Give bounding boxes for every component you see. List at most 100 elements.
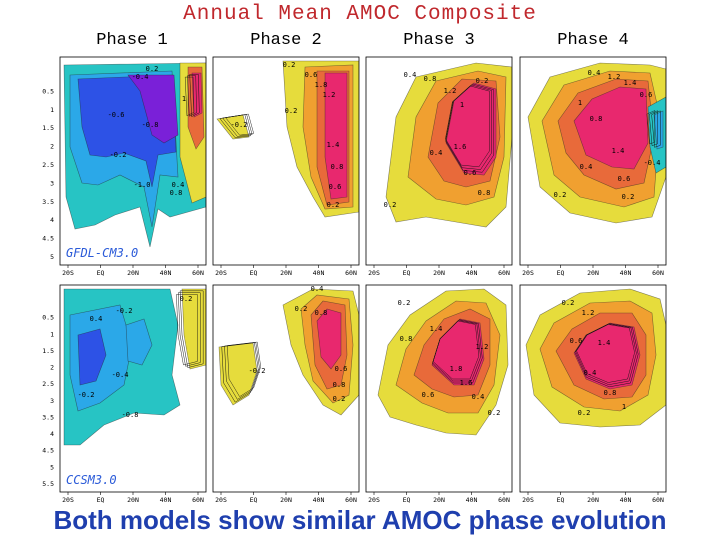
contour-line-3	[432, 320, 480, 380]
x-tick-label: 20S	[215, 269, 227, 277]
y-tick-label: 2	[50, 364, 54, 372]
x-tick-label: 20S	[215, 496, 227, 504]
contour-label: 0.2	[488, 409, 501, 417]
y-tick-label: 1.5	[42, 124, 54, 132]
x-tick-label: 40N	[313, 269, 325, 277]
contour-label: 0.8	[478, 189, 491, 197]
contour-label: 1.4	[612, 147, 625, 155]
contour-fills	[218, 288, 359, 416]
contour-lines	[445, 83, 495, 173]
x-tick-label: 20N	[280, 269, 292, 277]
x-tick-label: 20S	[62, 269, 74, 277]
y-tick-label: 4	[50, 216, 54, 224]
contour-label: 0.6	[335, 365, 348, 373]
x-tick-label: 40N	[313, 496, 325, 504]
contour-fills	[63, 62, 206, 248]
contour-label: -0.4	[132, 73, 149, 81]
contour-line-3	[176, 294, 198, 366]
x-tick-label: 20N	[127, 496, 139, 504]
contour-line-3	[646, 110, 656, 145]
contour-line-3	[576, 324, 635, 383]
contour-label: 1	[460, 101, 464, 109]
x-tick-label: 60N	[498, 269, 510, 277]
x-tick-label: 60N	[345, 496, 357, 504]
contour-label: 1.2	[444, 87, 457, 95]
contour-fill-3	[77, 328, 107, 386]
contour-label: 0.2	[295, 305, 308, 313]
contour-label: -0.4	[112, 371, 129, 379]
contour-line-1	[189, 74, 200, 117]
chart-title: Annual Mean AMOC Composite	[183, 3, 537, 26]
contour-label: 0.2	[283, 61, 296, 69]
contour-fills	[216, 60, 359, 218]
contour-label: 0.8	[604, 389, 617, 397]
caption: Both models show similar AMOC phase evol…	[53, 505, 667, 535]
contour-label: -0.2	[78, 391, 95, 399]
contour-label: 1.2	[476, 343, 489, 351]
contour-label: 0.2	[327, 201, 340, 209]
model-label: GFDL-CM3.0	[66, 246, 138, 260]
contour-label: 1.2	[582, 309, 595, 317]
x-tick-label: 60N	[192, 496, 204, 504]
y-tick-label: 3	[50, 397, 54, 405]
x-tick-label: 40N	[620, 269, 632, 277]
contour-label: 0.4	[311, 285, 324, 293]
y-tick-label: 5	[50, 253, 54, 261]
contour-fill-4	[324, 72, 348, 200]
contour-label: 1	[182, 95, 186, 103]
contour-fill-5	[181, 288, 206, 370]
contour-label: 1.2	[323, 91, 336, 99]
contour-label: 1.6	[460, 379, 473, 387]
contour-line-3	[184, 76, 195, 117]
y-tick-label: 1.5	[42, 347, 54, 355]
x-tick-label: 20N	[433, 496, 445, 504]
phase-label-1: Phase 1	[96, 31, 168, 50]
contour-label: -0.4	[644, 159, 661, 167]
contour-label: 0.6	[422, 391, 435, 399]
contour-line-3	[225, 113, 254, 136]
panel-1-1: 0.2-0.4 -0.6 -0.8 -0.2 1 0.4 -1.0 0.8 20S EQ 20N 40…	[59, 56, 207, 277]
contour-label: -1.0	[134, 181, 151, 189]
contour-label: -0.2	[231, 121, 248, 129]
x-tick-label: EQ	[250, 269, 258, 277]
phase-label-2: Phase 2	[250, 31, 322, 50]
x-tick-label: 40N	[160, 496, 172, 504]
contour-line-2	[187, 75, 197, 117]
contour-fills	[527, 62, 666, 224]
y-tick-label: 5	[50, 463, 54, 471]
contour-label: 0.4	[430, 149, 443, 157]
phase-label-3: Phase 3	[403, 31, 475, 50]
contour-label: 1.6	[454, 143, 467, 151]
x-tick-label: 20S	[522, 496, 534, 504]
phase-label-4: Phase 4	[557, 31, 629, 50]
contour-label: 1.4	[430, 325, 443, 333]
contour-fills	[525, 288, 666, 428]
contour-label: 0.6	[464, 169, 477, 177]
x-tick-label: 20N	[587, 269, 599, 277]
y-tick-label: 0.5	[42, 314, 54, 322]
panel-2-4: 0.2 1.2 0.6 1.4 0.4 0.8 1 0.2 20S EQ 20N 40N 60N	[519, 284, 667, 504]
contour-label: 0.2	[622, 193, 635, 201]
x-tick-label: 20N	[127, 269, 139, 277]
contour-lines	[219, 113, 254, 138]
contour-label: 1	[578, 99, 582, 107]
x-tick-label: 20N	[587, 496, 599, 504]
contour-label: 1.2	[608, 73, 621, 81]
x-tick-label: 60N	[498, 496, 510, 504]
contour-label: 0.2	[562, 299, 575, 307]
contour-lines	[432, 319, 483, 384]
x-tick-label: 40N	[466, 269, 478, 277]
x-tick-label: EQ	[97, 496, 105, 504]
contour-label: 0.4	[580, 163, 593, 171]
contour-fill-6	[653, 110, 664, 150]
contour-label: 1.4	[624, 79, 637, 87]
panel-1-3: 0.4 0.8 1.21 0.2 1.6 0.4 0.2 0.6 0.8 20S EQ 20N 40N 6…	[365, 56, 513, 277]
contour-label: 0.2	[554, 191, 567, 199]
model-label: CCSM3.0	[66, 473, 117, 487]
contour-label: 0.4	[404, 71, 417, 79]
contour-label: 0.4	[90, 315, 103, 323]
contour-label: 0.8	[331, 163, 344, 171]
contour-label: 0.2	[398, 299, 411, 307]
contour-label: 0.6	[329, 183, 342, 191]
